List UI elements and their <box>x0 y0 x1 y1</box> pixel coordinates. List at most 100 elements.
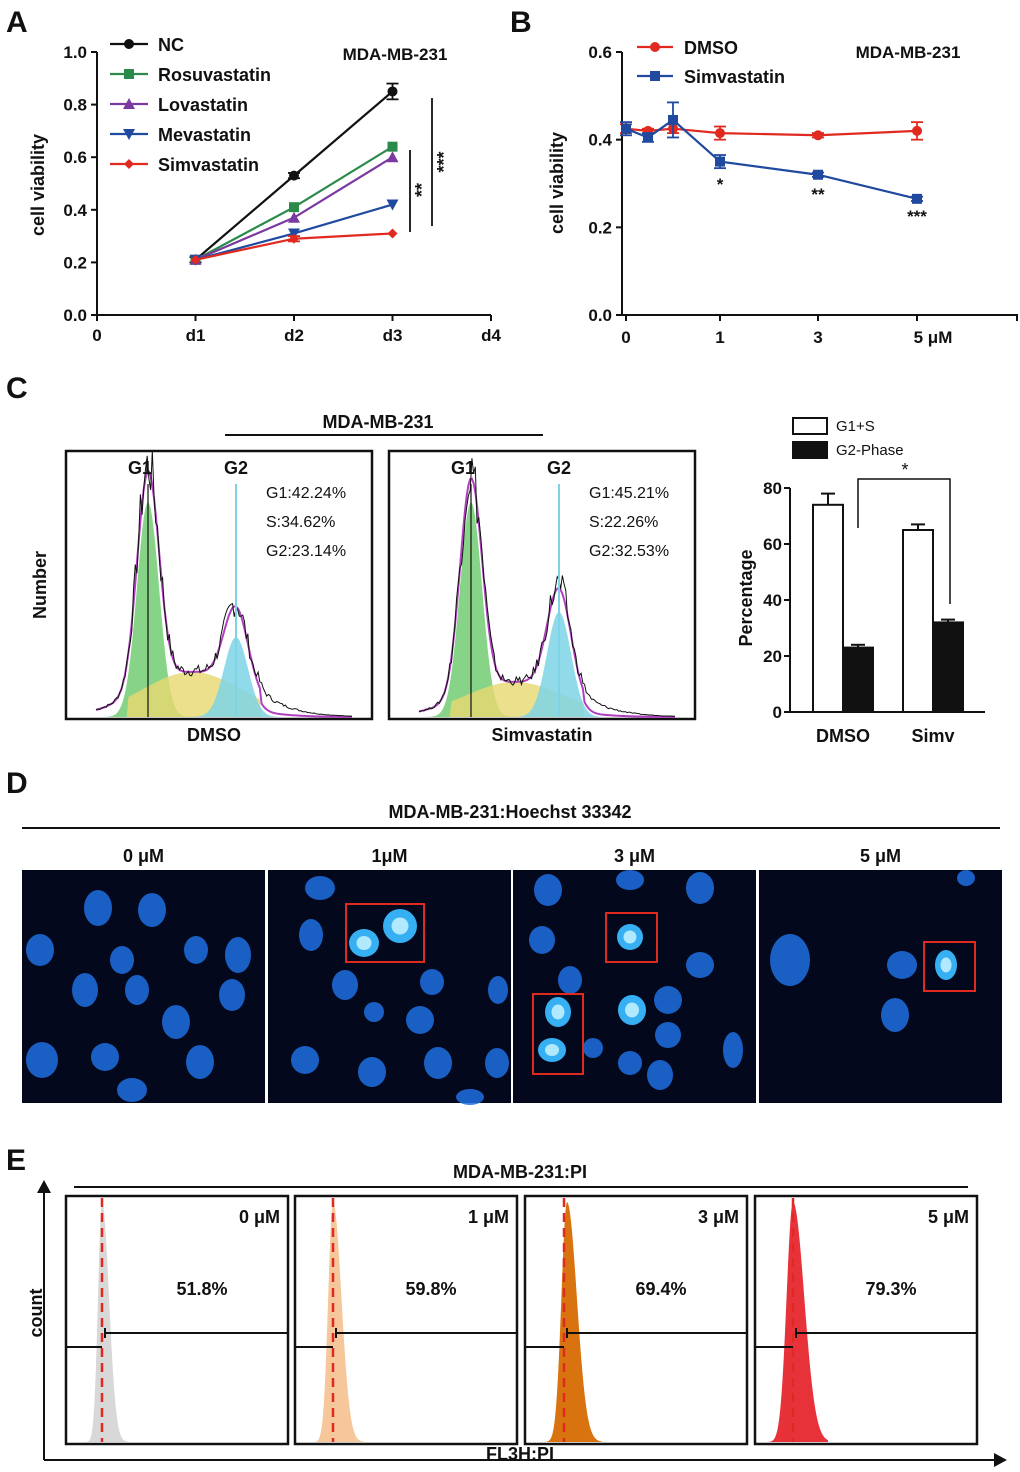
panel-d-nucleus <box>299 919 323 951</box>
panel-d-nucleus <box>406 1006 434 1034</box>
panel-label-c: C <box>6 372 28 405</box>
panel-c-raw-trace <box>418 458 676 717</box>
panel-label-e: E <box>6 1144 26 1177</box>
panel-a-y-tick-label: 0.6 <box>63 148 87 167</box>
panel-b-y-tick-label: 0.6 <box>588 43 612 62</box>
panel-e-percent-label: 79.3% <box>865 1279 916 1299</box>
panel-b-legend-marker <box>650 71 660 81</box>
panel-c-phase-stat: G2:32.53% <box>589 543 669 560</box>
panel-c-phase-stat: G2:23.14% <box>266 543 346 560</box>
panel-d-stain-title: MDA-MB-231:Hoechst 33342 <box>388 802 631 822</box>
panel-d-nucleus <box>488 976 508 1004</box>
panel-d-highlight-box <box>923 941 976 992</box>
panel-d-condensed-chromatin <box>551 1004 565 1020</box>
panel-b-data-point <box>715 128 725 139</box>
panel-a-data-point <box>288 211 300 223</box>
panel-d-nucleus <box>364 1002 384 1022</box>
panel-a-data-point <box>386 199 399 211</box>
panel-label-b: B <box>510 6 532 39</box>
panel-e-histogram-frame <box>293 1194 519 1446</box>
panel-e-percent-label: 51.8% <box>176 1279 227 1299</box>
panel-d-condensed-chromatin <box>940 957 952 973</box>
panel-d-nucleus <box>456 1089 484 1105</box>
panel-d-nucleus <box>225 937 251 973</box>
panel-e-x-arrow-head <box>994 1453 1007 1467</box>
panel-a-legend-label: Rosuvastatin <box>158 65 271 85</box>
panel-label-d: D <box>6 767 28 800</box>
panel-a-x-tick-label: d2 <box>284 326 304 345</box>
panel-d-nucleus <box>219 979 245 1011</box>
panel-c-sig-label: * <box>901 460 908 480</box>
panel-d-nucleus <box>686 872 714 904</box>
panel-e-histogram-frame <box>523 1194 749 1446</box>
panel-e-y-arrow-head <box>37 1180 51 1193</box>
panel-d-nucleus <box>26 1042 58 1078</box>
panel-a-legend-marker <box>124 39 134 49</box>
panel-d-dose-label: 3 μM <box>614 846 655 866</box>
panel-c-sig-bracket <box>857 478 951 604</box>
panel-e-pi-histogram <box>308 1202 368 1442</box>
panel-c-phase-stat: S:22.26% <box>589 514 658 531</box>
panel-c-histogram-frame <box>64 449 374 721</box>
panel-e-percent-label: 69.4% <box>635 1279 686 1299</box>
panel-c-g1-peak-label: G1 <box>128 458 152 478</box>
panel-e-x-axis-label: FL3H:PI <box>486 1444 554 1464</box>
panel-b-data-point <box>813 130 823 141</box>
panel-d-nucleus <box>420 969 444 995</box>
panel-c-legend-label: G1+S <box>836 418 875 435</box>
panel-e-histogram-frame <box>64 1194 290 1446</box>
panel-a-x-tick-label: d1 <box>186 326 206 345</box>
panel-c-bar-y-tick-label: 80 <box>763 479 782 498</box>
panel-c-histogram-frame <box>387 449 697 721</box>
panel-c-legend-swatch <box>792 441 828 459</box>
panel-d-nucleus <box>558 966 582 994</box>
panel-a-legend-marker <box>124 69 134 79</box>
panel-a-data-point <box>387 86 398 97</box>
panel-d-nucleus <box>654 986 682 1014</box>
panel-b-legend-label: Simvastatin <box>684 67 785 87</box>
panel-a-cell-line-title: MDA-MB-231 <box>343 45 448 64</box>
panel-b-data-point <box>621 123 631 134</box>
panel-d-condensed-chromatin <box>545 1044 559 1056</box>
panel-c-fit-envelope <box>418 477 676 718</box>
panel-d-nucleus <box>72 973 98 1007</box>
panel-c-g2-peak-label: G2 <box>224 458 248 478</box>
panel-d-dose-label: 0 μM <box>123 846 164 866</box>
panel-d-nucleus <box>91 1043 119 1071</box>
panel-c-g2-peak-label: G2 <box>547 458 571 478</box>
panel-c-cell-line-title: MDA-MB-231 <box>322 412 433 432</box>
panel-b-x-tick-label: 5 μM <box>914 328 953 347</box>
panel-c-bar-y-tick-label: 60 <box>763 535 782 554</box>
panel-b-legend-marker <box>650 42 660 52</box>
panel-a-legend-label: Mevastatin <box>158 125 251 145</box>
panel-d-nucleus <box>26 934 54 966</box>
panel-e-pi-histogram <box>768 1202 828 1442</box>
panel-a-y-tick-label: 0.8 <box>63 96 87 115</box>
panel-d-nucleus <box>485 1048 509 1078</box>
panel-e-histogram-frame <box>753 1194 979 1446</box>
panel-c-g2-fill <box>419 612 675 717</box>
panel-c-phase-stat: S:34.62% <box>266 514 335 531</box>
panel-e-dose-label: 3 μM <box>698 1207 739 1227</box>
panel-d-nucleus <box>138 893 166 927</box>
panel-c-phase-stat: G1:42.24% <box>266 485 346 502</box>
panel-d-nucleus <box>332 970 358 1000</box>
panel-a-y-tick-label: 1.0 <box>63 43 87 62</box>
panel-c-raw-trace <box>95 451 353 717</box>
panel-b-data-point <box>813 169 823 180</box>
panel-d-nucleus <box>647 1060 673 1090</box>
panel-d-condensed-chromatin <box>625 1002 639 1018</box>
panel-a-data-point <box>190 254 201 265</box>
panel-b-sig-label: *** <box>907 207 927 226</box>
panel-c-bar-y-tick-label: 20 <box>763 647 782 666</box>
panel-b-y-tick-label: 0.4 <box>588 131 612 150</box>
panel-b-sig-label: ** <box>811 185 825 204</box>
panel-c-bar-y-axis-label: Percentage <box>736 549 756 646</box>
panel-e-dose-label: 0 μM <box>239 1207 280 1227</box>
panel-a-data-point <box>289 202 299 213</box>
panel-d-highlight-box <box>605 912 658 963</box>
panel-b-y-tick-label: 0.2 <box>588 218 612 237</box>
panel-d-condensed-chromatin <box>356 936 372 950</box>
panel-c-g1-peak-label: G1 <box>451 458 475 478</box>
